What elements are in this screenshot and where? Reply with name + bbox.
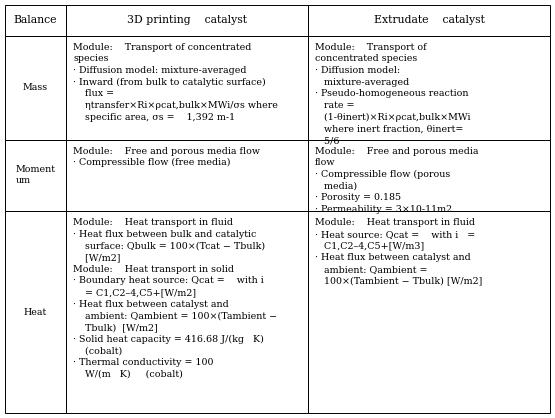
Bar: [308, 5, 550, 36]
Text: Module:    Transport of
concentrated species
· Diffusion model:
   mixture-avera: Module: Transport of concentrated specie…: [315, 43, 471, 145]
Bar: [308, 140, 550, 211]
Text: 3D printing    catalyst: 3D printing catalyst: [127, 15, 247, 25]
Text: Moment
um: Moment um: [16, 165, 56, 186]
Bar: [66, 5, 308, 36]
Text: Heat: Heat: [24, 308, 47, 316]
Text: Module:    Heat transport in fluid
· Heat flux between bulk and catalytic
    su: Module: Heat transport in fluid · Heat f…: [73, 218, 277, 379]
Bar: [66, 140, 308, 211]
Bar: [5, 211, 66, 413]
Text: Mass: Mass: [23, 83, 48, 92]
Text: Module:    Free and porous media flow
· Compressible flow (free media): Module: Free and porous media flow · Com…: [73, 147, 260, 168]
Bar: [5, 140, 66, 211]
Bar: [66, 211, 308, 413]
Bar: [5, 36, 66, 140]
Text: Balance: Balance: [14, 15, 57, 25]
Bar: [5, 5, 66, 36]
Text: Module:    Transport of concentrated
species
· Diffusion model: mixture-averaged: Module: Transport of concentrated specie…: [73, 43, 278, 122]
Bar: [308, 36, 550, 140]
Text: Module:    Free and porous media
flow
· Compressible flow (porous
   media)
· Po: Module: Free and porous media flow · Com…: [315, 147, 478, 214]
Bar: [308, 211, 550, 413]
Text: Extrudate    catalyst: Extrudate catalyst: [374, 15, 485, 25]
Bar: [66, 36, 308, 140]
Text: Module:    Heat transport in fluid
· Heat source: Qcat =    with i   =
   C1,C2–: Module: Heat transport in fluid · Heat s…: [315, 218, 482, 285]
